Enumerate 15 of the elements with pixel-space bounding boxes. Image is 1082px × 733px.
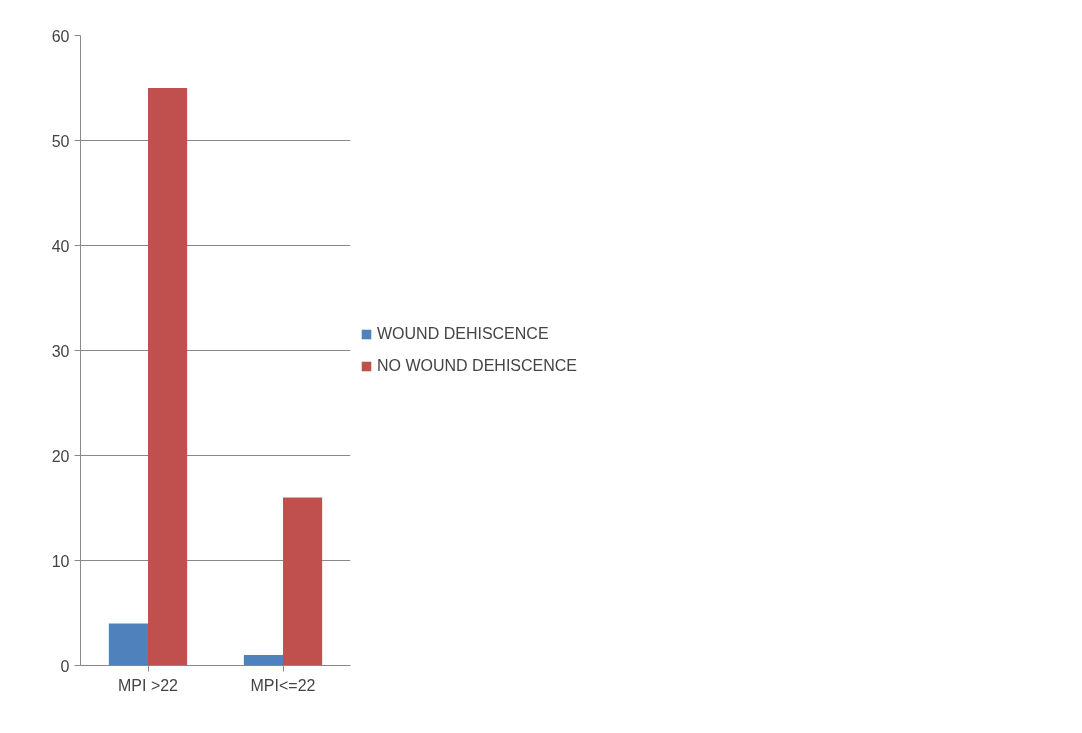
- x-tick-label: MPI >22: [117, 676, 179, 694]
- x-tick-label: MPI<=22: [250, 676, 316, 694]
- y-tick-label: 10: [51, 552, 70, 570]
- legend-label: WOUND DEHISCENCE: [377, 325, 549, 343]
- y-tick-label: 0: [60, 657, 70, 675]
- bar: [108, 623, 148, 666]
- bar: [243, 655, 283, 666]
- bar: [148, 88, 188, 666]
- y-tick-label: 50: [51, 132, 70, 150]
- y-tick-label: 30: [51, 342, 70, 360]
- legend-label: NO WOUND DEHISCENCE: [377, 357, 578, 375]
- y-tick-label: 40: [51, 237, 70, 255]
- y-tick-label: 20: [51, 447, 70, 465]
- bar: [283, 497, 323, 666]
- y-tick-label: 60: [51, 27, 70, 45]
